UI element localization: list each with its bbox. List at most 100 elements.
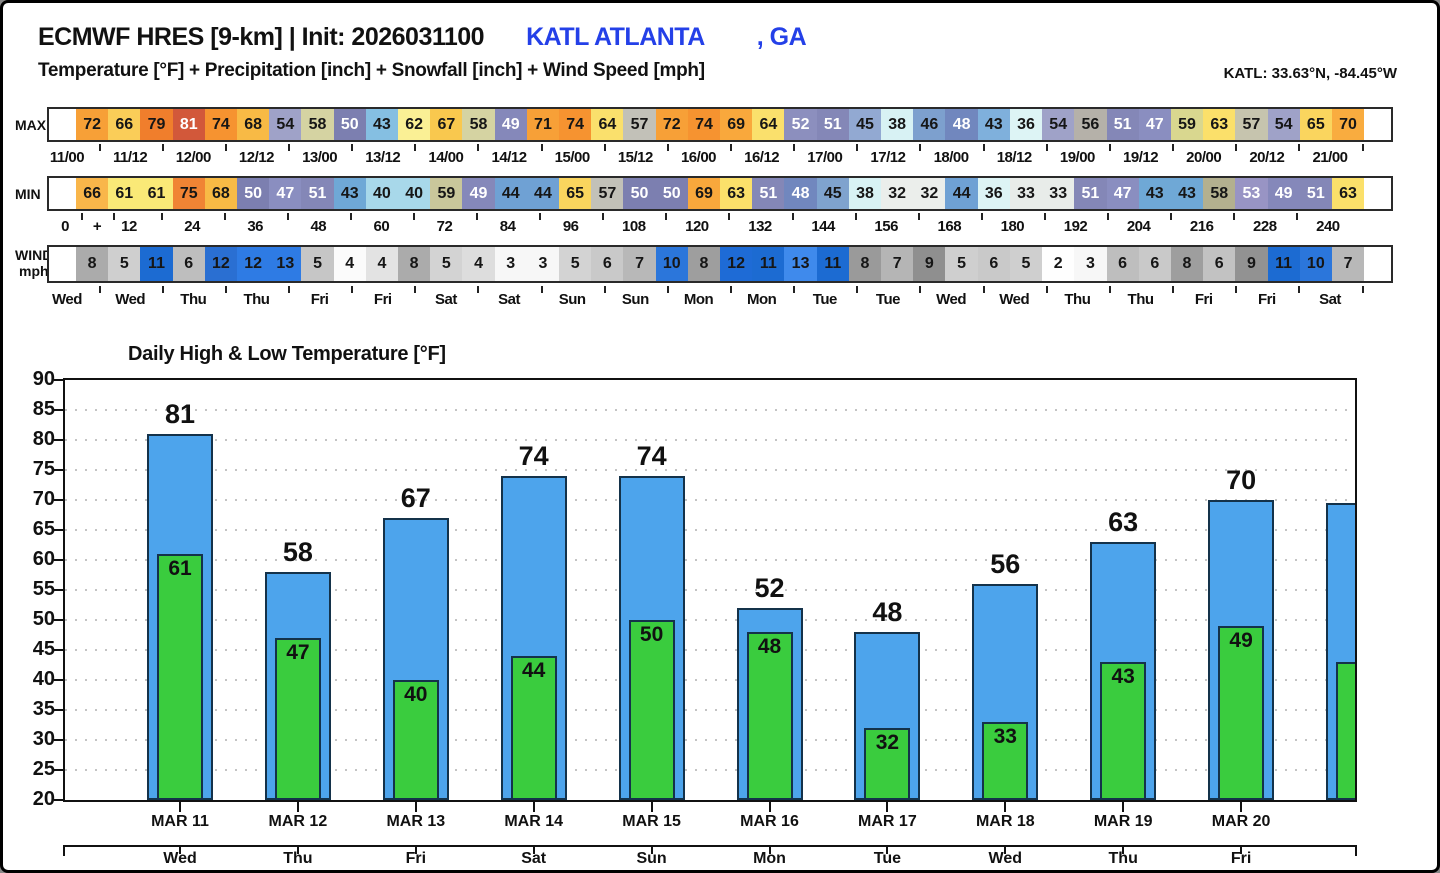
high-value-label: 74 — [636, 441, 667, 471]
weekday-label: Sun — [636, 850, 667, 867]
y-axis-label: 25 — [32, 758, 55, 780]
low-value-label: 44 — [522, 659, 546, 682]
weekday-axis-tick — [886, 845, 889, 854]
y-axis-label: 85 — [32, 398, 55, 420]
min-cell: 65 — [559, 178, 592, 209]
low-value-label: 40 — [404, 683, 428, 706]
max-cell: 59 — [1170, 109, 1204, 140]
max-cell: 74 — [559, 109, 592, 140]
max-cell: 62 — [398, 109, 431, 140]
min-axis-tick — [1296, 213, 1299, 220]
wind-axis-tick — [856, 286, 859, 293]
date-label: MAR 19 — [1093, 813, 1153, 830]
day-axis-label: Sat — [498, 291, 520, 308]
min-axis-tick — [81, 213, 83, 220]
max-cell: 66 — [108, 109, 141, 140]
gridline — [65, 559, 1355, 561]
wind-cell: 3 — [1074, 247, 1107, 281]
wind-cell: 7 — [1331, 247, 1365, 281]
y-axis-tick — [54, 409, 63, 411]
min-cell: 51 — [1299, 178, 1332, 209]
low-value-label: 61 — [168, 557, 192, 580]
time-axis-label: 18/12 — [996, 149, 1033, 166]
y-axis-label: 75 — [32, 458, 55, 480]
min-axis-tick — [728, 213, 731, 220]
day-axis-label: Tue — [875, 291, 901, 308]
high-value-label: 52 — [754, 573, 785, 603]
day-axis-label: Sat — [434, 291, 457, 308]
weekday-axis-tick — [650, 845, 653, 854]
max-cell: 45 — [848, 109, 882, 140]
min-axis-tick — [1170, 213, 1173, 220]
wind-row-label: WIND mph — [15, 247, 53, 279]
y-axis-label: 35 — [32, 698, 55, 720]
wind-axis-tick — [1361, 286, 1364, 293]
wind-cell: 6 — [1106, 247, 1139, 281]
min-cell: 49 — [1267, 178, 1300, 209]
time-axis-label: 13/00 — [302, 149, 338, 166]
y-axis-tick — [54, 559, 63, 561]
min-cell: 57 — [591, 178, 624, 209]
wind-cell: 12 — [237, 247, 270, 281]
max-axis-tick — [287, 144, 290, 151]
wind-cell: 2 — [1042, 247, 1075, 281]
weekday-axis-tick — [532, 845, 535, 854]
hour-axis-label: 240 — [1316, 218, 1340, 235]
wind-axis-tick — [540, 286, 543, 293]
wind-cell: 6 — [172, 247, 205, 281]
y-axis-tick — [54, 709, 63, 711]
day-axis-label: Fri — [373, 291, 392, 308]
day-axis-label: Fri — [310, 291, 329, 308]
max-cell: 64 — [591, 109, 624, 140]
wind-cell: 4 — [333, 247, 366, 281]
low-bar — [274, 638, 321, 800]
time-axis-label: 21/00 — [1312, 149, 1348, 166]
hour-axis-label: 192 — [1063, 218, 1088, 235]
max-axis-tick — [1235, 144, 1238, 151]
min-axis-tick — [791, 213, 794, 220]
y-axis-tick — [54, 679, 63, 681]
wind-cell: 9 — [1235, 247, 1268, 281]
y-axis-tick — [54, 649, 63, 651]
min-cell: 51 — [1074, 178, 1107, 209]
weekday-axis-tick — [768, 845, 771, 854]
min-cell: 40 — [398, 178, 431, 209]
high-value-label: 81 — [164, 399, 196, 429]
hour-axis-label: 228 — [1253, 218, 1277, 235]
max-cell: 54 — [1042, 109, 1075, 140]
hour-axis-label: 144 — [811, 218, 835, 235]
max-cell: 65 — [1299, 109, 1332, 140]
hour-axis-label: 84 — [499, 218, 516, 235]
max-cell: 58 — [301, 109, 334, 140]
date-label: MAR 20 — [1211, 813, 1271, 830]
hour-axis-label: + — [92, 218, 102, 235]
max-cell: 63 — [1203, 109, 1236, 140]
max-cell: 46 — [913, 109, 946, 140]
min-cell: 53 — [1235, 178, 1268, 209]
max-axis-tick — [603, 144, 606, 151]
max-axis: 11/00 11/12 12/00 12/12 13/00 13/12 14/00 14/12… — [47, 144, 1393, 170]
max-axis-tick — [793, 144, 796, 151]
min-cell: 51 — [301, 178, 334, 209]
day-axis-label: Thu — [1064, 291, 1091, 308]
gridline — [65, 439, 1355, 441]
weekday-axis-tick — [1122, 845, 1125, 854]
weekday-axis-tick — [296, 845, 299, 854]
day-axis-label: Wed — [999, 291, 1030, 308]
max-axis-tick — [161, 144, 164, 151]
max-axis-tick — [982, 144, 985, 151]
min-cell: 44 — [494, 178, 527, 209]
day-axis-label: Thu — [180, 291, 207, 308]
low-bar — [1218, 626, 1265, 800]
x-axis-tick — [179, 802, 181, 812]
min-cell: 38 — [848, 178, 882, 209]
hour-axis-label: 48 — [310, 218, 327, 235]
date-label: MAR 18 — [975, 813, 1035, 830]
variables-subtitle: Temperature [°F] + Precipitation [inch] … — [38, 60, 705, 81]
wind-cell: 4 — [462, 247, 495, 281]
max-axis-tick — [414, 144, 417, 151]
min-axis-tick — [1043, 213, 1046, 220]
y-axis-tick — [54, 379, 63, 381]
min-cell: 69 — [687, 178, 721, 209]
min-cell: 44 — [526, 178, 560, 209]
